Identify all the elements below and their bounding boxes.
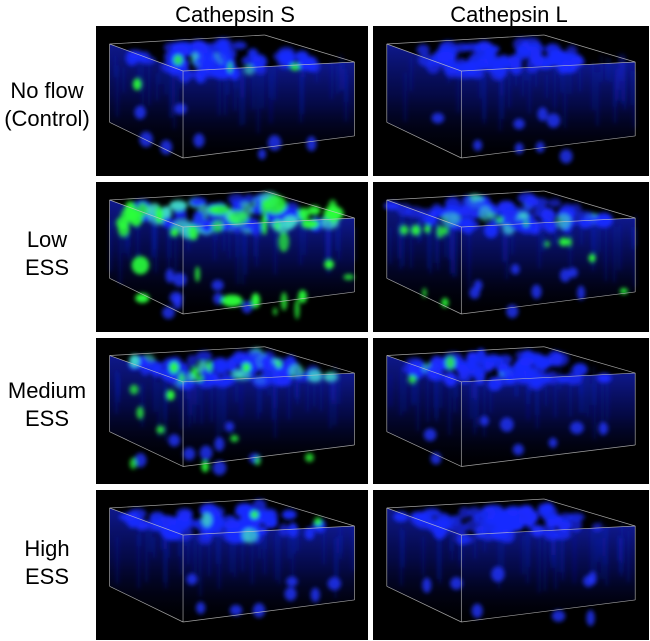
volume-render <box>386 346 636 467</box>
volume-render <box>109 346 355 476</box>
panel-cathepsin-s-high-ess <box>96 490 368 640</box>
volume-render <box>386 498 636 626</box>
panel-cathepsin-s-medium-ess <box>96 338 368 484</box>
row-label-no-flow: No flow (Control) <box>0 77 94 133</box>
row-label-line1: Low <box>26 227 68 252</box>
panel-cathepsin-l-low-ess <box>373 182 649 332</box>
column-header-cathepsin-l: Cathepsin L <box>450 2 568 27</box>
row-label-line1: Medium <box>7 378 87 403</box>
row-label-line2: ESS <box>24 564 70 589</box>
panel-cathepsin-l-high-ess <box>373 490 649 640</box>
row-label-line2: ESS <box>24 406 70 431</box>
row-label-line2: ESS <box>24 255 70 280</box>
panel-cathepsin-l-no-flow <box>373 26 649 176</box>
row-label-line2: (Control) <box>4 106 90 131</box>
volume-render <box>386 34 636 164</box>
volume-render <box>109 34 355 160</box>
volume-render <box>384 190 637 319</box>
row-label-line1: High <box>24 536 70 561</box>
panel-cathepsin-s-low-ess <box>96 182 368 332</box>
row-label-line1: No flow <box>10 78 84 103</box>
row-label-high-ess: High ESS <box>0 535 94 591</box>
volume-render <box>109 190 356 320</box>
panel-cathepsin-l-medium-ess <box>373 338 649 484</box>
column-header-cathepsin-s: Cathepsin S <box>175 2 295 27</box>
volume-render <box>109 498 355 623</box>
panel-cathepsin-s-no-flow <box>96 26 368 176</box>
row-label-low-ess: Low ESS <box>0 226 94 282</box>
row-label-medium-ess: Medium ESS <box>0 377 94 433</box>
